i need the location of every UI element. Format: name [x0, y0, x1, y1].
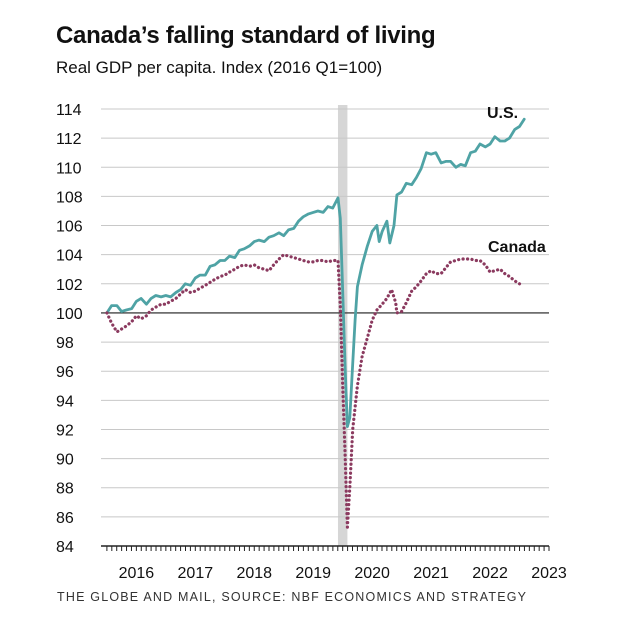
y-tick-label: 88 [56, 481, 74, 498]
series-line-us [105, 117, 526, 428]
y-tick-label: 108 [56, 189, 83, 206]
y-tick-label: 106 [56, 219, 83, 236]
x-tick-label: 2019 [295, 565, 331, 582]
y-tick-label: 104 [56, 248, 83, 265]
series-label-us: U.S. [487, 105, 518, 122]
x-tick-label: 2021 [413, 565, 449, 582]
x-tick-label: 2017 [178, 565, 214, 582]
y-tick-label: 96 [56, 364, 74, 381]
source-credit: THE GLOBE AND MAIL, SOURCE: NBF ECONOMIC… [57, 590, 528, 604]
y-tick-label: 84 [56, 539, 74, 556]
x-tick-label: 2018 [236, 565, 272, 582]
x-tick-label: 2020 [354, 565, 390, 582]
x-tick-label: 2023 [531, 565, 567, 582]
chart-title: Canada’s falling standard of living [56, 22, 436, 49]
y-tick-label: 112 [56, 131, 82, 148]
y-tick-label: 86 [56, 510, 74, 527]
series-label-canada: Canada [488, 239, 546, 256]
y-tick-label: 100 [56, 306, 83, 323]
y-tick-label: 98 [56, 335, 74, 352]
y-tick-label: 92 [56, 422, 74, 439]
series-line-canada [105, 253, 522, 529]
y-tick-label: 94 [56, 393, 74, 410]
y-tick-label: 90 [56, 452, 74, 469]
x-tick-label: 2022 [472, 565, 508, 582]
chart-subtitle: Real GDP per capita. Index (2016 Q1=100) [56, 58, 383, 77]
x-tick-label: 2016 [119, 565, 155, 582]
y-tick-label: 114 [56, 102, 82, 119]
y-tick-label: 102 [56, 277, 83, 294]
y-tick-label: 110 [56, 160, 82, 177]
